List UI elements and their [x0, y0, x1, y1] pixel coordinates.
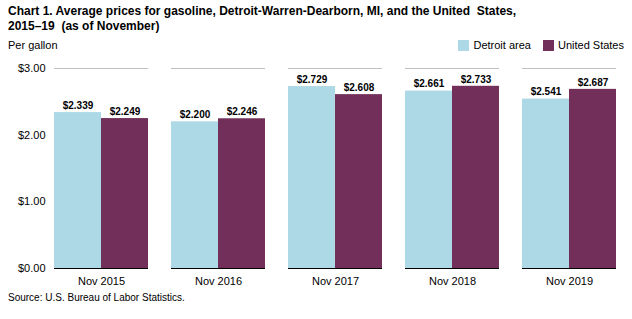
- svg-text:$2.541: $2.541: [531, 86, 562, 97]
- html-text:Per gallon: Per gallon: [8, 39, 58, 51]
- svg-text:$3.00: $3.00: [18, 62, 46, 74]
- svg-text:Nov 2019: Nov 2019: [546, 275, 593, 287]
- svg-text:$2.661: $2.661: [414, 78, 445, 89]
- svg-text:$0.00: $0.00: [18, 262, 46, 274]
- svg-text:$2.608: $2.608: [344, 82, 375, 93]
- svg-text:$2.246: $2.246: [227, 106, 258, 117]
- html-text:United States: United States: [558, 39, 624, 51]
- svg-text:$2.729: $2.729: [297, 74, 328, 85]
- svg-text:Nov 2015: Nov 2015: [78, 275, 125, 287]
- svg-text:$2.00: $2.00: [18, 129, 46, 141]
- svg-text:Nov 2017: Nov 2017: [312, 275, 359, 287]
- html-text:Detroit area: Detroit area: [473, 39, 531, 51]
- svg-text:$2.200: $2.200: [180, 109, 211, 120]
- svg-text:$2.687: $2.687: [578, 77, 609, 88]
- svg-text:$2.249: $2.249: [110, 106, 141, 117]
- svg-text:$2.733: $2.733: [461, 74, 492, 85]
- svg-text:$2.339: $2.339: [63, 100, 94, 111]
- svg-text:Nov 2018: Nov 2018: [429, 275, 476, 287]
- html-text:Chart 1. Average prices for ga: Chart 1. Average prices for gasoline, De…: [8, 4, 517, 33]
- svg-text:$1.00: $1.00: [18, 195, 46, 207]
- svg-text:Nov 2016: Nov 2016: [195, 275, 242, 287]
- html-text:Source: U.S. Bureau of Labor S: Source: U.S. Bureau of Labor Statistics.: [8, 292, 185, 303]
